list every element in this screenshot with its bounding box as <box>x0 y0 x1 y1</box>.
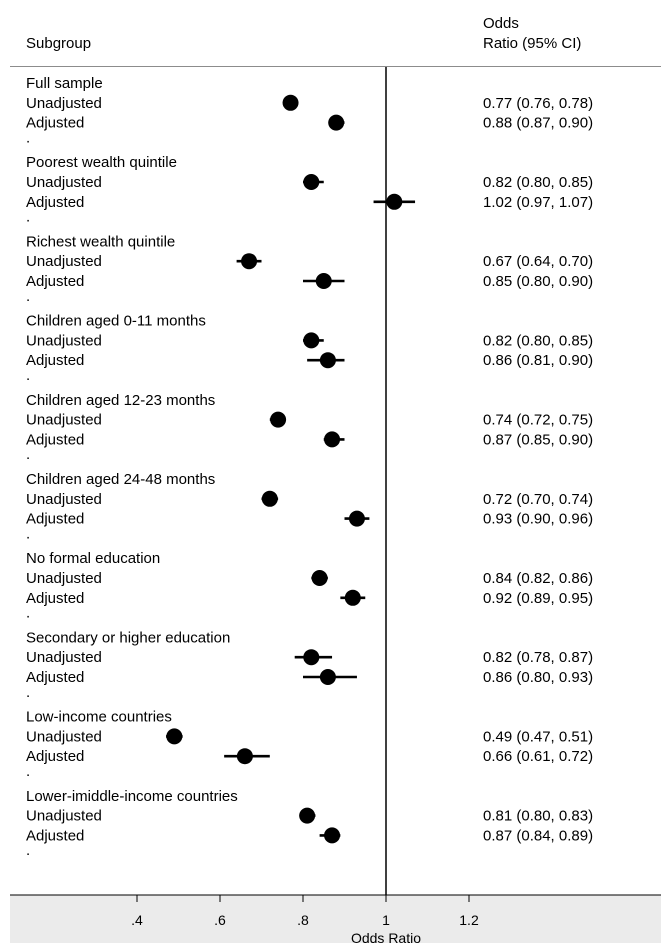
row-label: Unadjusted <box>26 95 102 112</box>
group-title: Poorest wealth quintile <box>26 154 177 171</box>
ci-text: 0.81 (0.80, 0.83) <box>483 808 593 825</box>
odds-ratio-header-line1: Odds <box>483 15 519 32</box>
ci-text: 0.74 (0.72, 0.75) <box>483 412 593 429</box>
spacer-dot: . <box>26 288 30 305</box>
group-title: Low-income countries <box>26 709 172 726</box>
odds-ratio-point <box>315 273 332 289</box>
x-tick-label: .6 <box>214 912 226 928</box>
ci-text: 0.85 (0.80, 0.90) <box>483 273 593 290</box>
group-title: Children aged 12-23 months <box>26 392 215 409</box>
group-title: Children aged 0-11 months <box>26 313 206 330</box>
row-label: Adjusted <box>26 511 84 528</box>
row-label: Unadjusted <box>26 649 102 666</box>
ci-text: 0.67 (0.64, 0.70) <box>483 253 593 270</box>
group-title: Full sample <box>26 75 103 92</box>
ci-text: 1.02 (0.97, 1.07) <box>483 194 593 211</box>
group-title: Children aged 24-48 months <box>26 471 215 488</box>
ci-text: 0.77 (0.76, 0.78) <box>483 95 593 112</box>
ci-text: 0.86 (0.80, 0.93) <box>483 669 593 686</box>
spacer-dot: . <box>26 446 30 463</box>
odds-ratio-point <box>261 490 278 507</box>
x-tick-label: 1.2 <box>459 912 479 928</box>
spacer-dot: . <box>26 209 30 226</box>
row-label: Unadjusted <box>26 808 102 825</box>
row-label: Adjusted <box>26 590 84 607</box>
odds-ratio-point <box>344 589 361 606</box>
odds-ratio-point <box>166 728 183 745</box>
x-axis-title: Odds Ratio <box>351 930 421 943</box>
subgroup-header: Subgroup <box>26 35 91 52</box>
odds-ratio-point <box>303 649 320 666</box>
ci-text: 0.87 (0.85, 0.90) <box>483 431 593 448</box>
spacer-dot: . <box>26 605 30 622</box>
row-label: Unadjusted <box>26 570 102 587</box>
odds-ratio-point <box>348 510 365 527</box>
odds-ratio-point <box>311 570 328 586</box>
x-tick-label: .8 <box>297 912 309 928</box>
ci-text: 0.93 (0.90, 0.96) <box>483 511 593 528</box>
ci-text: 0.88 (0.87, 0.90) <box>483 115 593 132</box>
ci-text: 0.82 (0.78, 0.87) <box>483 649 593 666</box>
spacer-dot: . <box>26 367 30 384</box>
odds-ratio-point <box>328 114 345 131</box>
row-label: Unadjusted <box>26 332 102 349</box>
row-label: Adjusted <box>26 273 84 290</box>
x-tick-label: 1 <box>382 912 390 928</box>
x-axis: .4 .6 .8 1 1.2 <box>131 895 479 928</box>
row-label: Adjusted <box>26 748 84 765</box>
ci-text: 0.72 (0.70, 0.74) <box>483 491 593 508</box>
ci-text: 0.82 (0.80, 0.85) <box>483 332 593 349</box>
row-label: Unadjusted <box>26 253 102 270</box>
row-label: Adjusted <box>26 669 84 686</box>
ci-text: 0.86 (0.81, 0.90) <box>483 352 593 369</box>
group-title: No formal education <box>26 550 160 567</box>
spacer-dot: . <box>26 684 30 701</box>
odds-ratio-point <box>299 807 316 824</box>
odds-ratio-point <box>236 748 253 765</box>
spacer-dot: . <box>26 525 30 542</box>
spacer-dot: . <box>26 763 30 780</box>
odds-ratio-point <box>282 94 299 111</box>
ci-text: 0.49 (0.47, 0.51) <box>483 728 593 745</box>
spacer-dot: . <box>26 842 30 859</box>
odds-ratio-point <box>303 174 320 190</box>
odds-ratio-point <box>303 332 320 349</box>
ci-text: 0.82 (0.80, 0.85) <box>483 174 593 191</box>
row-label: Unadjusted <box>26 412 102 429</box>
row-label: Adjusted <box>26 431 84 448</box>
row-label: Unadjusted <box>26 491 102 508</box>
x-axis-band <box>10 895 661 943</box>
row-label: Unadjusted <box>26 728 102 745</box>
odds-ratio-point <box>324 431 341 448</box>
ci-text: 0.92 (0.89, 0.95) <box>483 590 593 607</box>
x-tick-label: .4 <box>131 912 143 928</box>
row-label: Adjusted <box>26 352 84 369</box>
odds-ratio-point <box>319 669 336 685</box>
group-title: Lower-imiddle-income countries <box>26 788 238 805</box>
odds-ratio-header-line2: Ratio (95% CI) <box>483 35 581 52</box>
ci-text: 0.66 (0.61, 0.72) <box>483 748 593 765</box>
ci-text: 0.87 (0.84, 0.89) <box>483 827 593 844</box>
odds-ratio-point <box>319 352 336 369</box>
odds-ratio-point <box>241 253 258 270</box>
rows-layer: Full sample Unadjusted 0.77 (0.76, 0.78) Ad… <box>26 75 593 859</box>
odds-ratio-point <box>386 193 403 210</box>
row-label: Unadjusted <box>26 174 102 191</box>
odds-ratio-point <box>324 827 341 844</box>
row-label: Adjusted <box>26 115 84 132</box>
group-title: Secondary or higher education <box>26 629 230 646</box>
row-label: Adjusted <box>26 194 84 211</box>
group-title: Richest wealth quintile <box>26 233 175 250</box>
spacer-dot: . <box>26 129 30 146</box>
odds-ratio-point <box>270 411 287 428</box>
row-label: Adjusted <box>26 827 84 844</box>
ci-text: 0.84 (0.82, 0.86) <box>483 570 593 587</box>
